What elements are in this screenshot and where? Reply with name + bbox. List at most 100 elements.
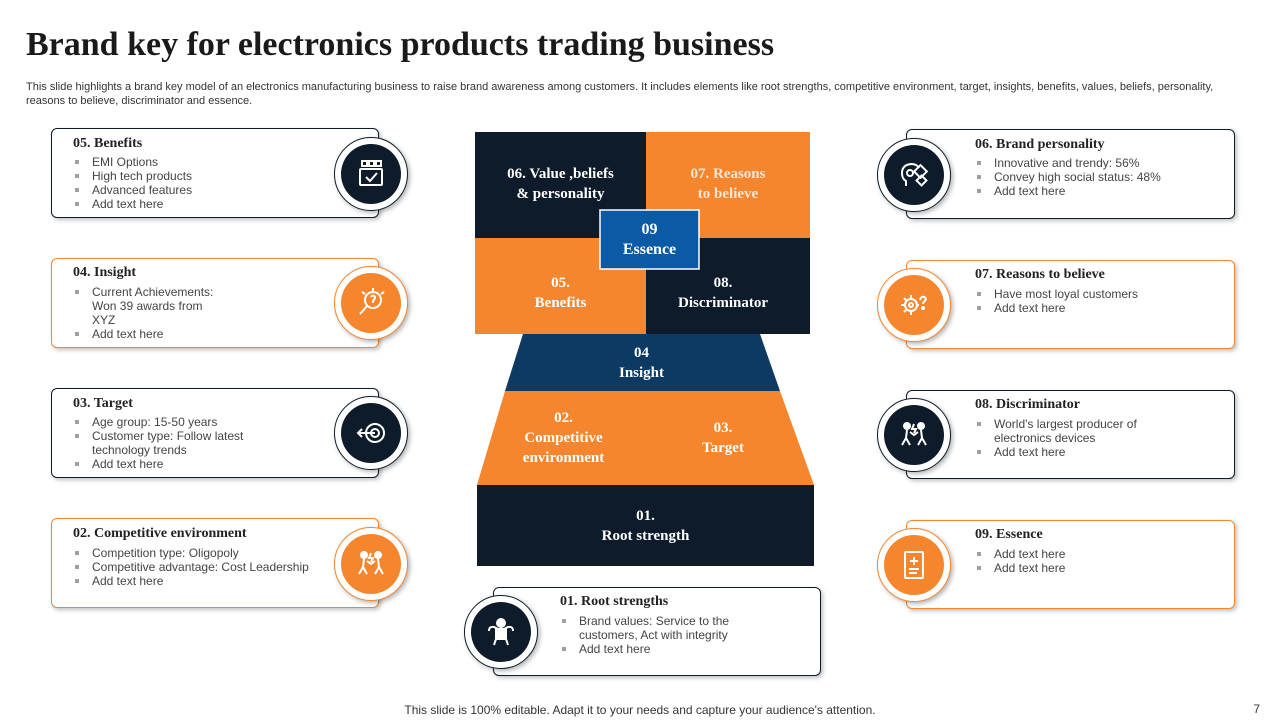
card-benefits: 05. Benefits EMI Options High tech produ… <box>51 128 379 218</box>
reasons-icon-badge <box>877 268 951 342</box>
target-icon-badge <box>334 396 408 470</box>
segment-label: 05. <box>551 275 570 291</box>
card-target: 03. Target Age group: 15-50 years Custom… <box>51 388 379 478</box>
segment-root-bg <box>477 485 814 566</box>
segment-label: 03. <box>713 420 733 436</box>
list-item: Add text here <box>73 457 258 471</box>
list-item: High tech products <box>73 169 293 183</box>
list-item: Brand values: Service to the customers, … <box>560 614 760 642</box>
list-item: Add text here <box>73 574 323 588</box>
card-title: 06. Brand personality <box>975 137 1105 152</box>
list-item: Add text here <box>73 197 293 211</box>
insight-icon-badge <box>334 266 408 340</box>
card-title: 09. Essence <box>975 527 1043 542</box>
segment-discriminator: 08. Discriminator <box>646 262 800 334</box>
segment-essence-bg <box>599 209 700 270</box>
medical-document-icon <box>904 551 924 579</box>
list-item: Innovative and trendy: 56% <box>975 156 1215 170</box>
card-list: EMI Options High tech products Advanced … <box>73 155 293 211</box>
segment-reasons: 07. Reasons to believe <box>646 132 810 238</box>
segment-label: 04 <box>634 344 649 361</box>
segment-insight-bg <box>505 334 780 391</box>
segment-label: 09 <box>641 220 658 238</box>
list-item: Add text here <box>975 445 1155 459</box>
personality-icon-badge <box>877 138 951 212</box>
list-item: World's largest producer of electronics … <box>975 417 1155 445</box>
competitors-icon <box>901 422 927 446</box>
discriminator-icon-badge <box>877 398 951 472</box>
card-title: 07. Reasons to believe <box>975 267 1105 282</box>
card-list: Current Achievements: Won 39 awards from… <box>73 285 223 341</box>
card-list: Innovative and trendy: 56% Convey high s… <box>975 156 1215 198</box>
card-root-strengths: 01. Root strengths Brand values: Service… <box>493 587 821 676</box>
segment-label: Benefits <box>534 295 587 311</box>
segment-label: Root strength <box>601 527 690 544</box>
segment-label: 08. <box>713 275 733 291</box>
card-insight: 04. Insight Current Achievements: Won 39… <box>51 258 379 348</box>
card-list: Add text here Add text here <box>975 547 1195 575</box>
card-title: 03. Target <box>73 396 133 411</box>
list-item: Have most loyal customers <box>975 287 1215 301</box>
card-brand-personality: 06. Brand personality Innovative and tre… <box>906 129 1235 219</box>
card-list: Have most loyal customers Add text here <box>975 287 1215 315</box>
segment-benefits: 05. Benefits <box>475 262 646 334</box>
segment-competitive-target-bg <box>477 391 814 485</box>
list-item: Add text here <box>975 547 1195 561</box>
gear-question-icon <box>901 295 927 315</box>
segment-label: Discriminator <box>678 295 768 311</box>
list-item: EMI Options <box>73 155 293 169</box>
segment-label: 02. <box>554 410 573 426</box>
segment-label: Insight <box>618 364 665 381</box>
essence-icon-badge <box>877 528 951 602</box>
segment-label: 01. <box>636 507 655 524</box>
benefits-icon-badge <box>334 137 408 211</box>
segment-label: Essence <box>622 240 677 258</box>
lightbulb-search-icon <box>359 288 385 315</box>
list-item: Competition type: Oligopoly <box>73 546 323 560</box>
list-item: Customer type: Follow latest technology … <box>73 429 258 457</box>
list-item: Add text here <box>975 561 1195 575</box>
competitive-icon-badge <box>334 527 408 601</box>
segment-root: 01. Root strength <box>477 485 814 566</box>
segment-label: environment <box>522 450 605 466</box>
competitors-icon <box>358 551 384 575</box>
list-item: Competitive advantage: Cost Leadership <box>73 560 323 574</box>
target-arrow-icon <box>356 423 385 443</box>
card-list: World's largest producer of electronics … <box>975 417 1155 459</box>
list-item: Add text here <box>560 642 760 656</box>
page-title: Brand key for electronics products tradi… <box>26 26 775 63</box>
card-list: Competition type: Oligopoly Competitive … <box>73 546 323 588</box>
list-item: Advanced features <box>73 183 293 197</box>
segment-competitive: 02. Competitive environment <box>496 404 631 472</box>
segment-essence: 09 Essence <box>600 210 699 269</box>
card-essence: 09. Essence Add text here Add text here <box>906 520 1235 609</box>
card-title: 01. Root strengths <box>560 594 669 609</box>
card-title: 04. Insight <box>73 265 137 280</box>
segment-label: Competitive <box>524 430 603 446</box>
list-item: Add text here <box>975 184 1215 198</box>
segment-insight: 04 Insight <box>523 334 760 391</box>
list-item: Age group: 15-50 years <box>73 415 258 429</box>
head-gears-icon <box>900 162 929 187</box>
segment-label: to believe <box>697 186 759 202</box>
page-number: 7 <box>1253 702 1260 716</box>
list-item: Current Achievements: Won 39 awards from… <box>73 285 223 327</box>
root-icon-badge <box>464 595 538 669</box>
card-title: 08. Discriminator <box>975 397 1080 412</box>
card-reasons-to-believe: 07. Reasons to believe Have most loyal c… <box>906 260 1235 349</box>
footer-note: This slide is 100% editable. Adapt it to… <box>404 703 876 717</box>
page-subtitle: This slide highlights a brand key model … <box>26 81 1214 107</box>
segment-value-beliefs: 06. Value ,beliefs & personality <box>475 132 646 238</box>
segment-label: 07. Reasons <box>690 166 766 182</box>
segment-target: 03. Target <box>672 410 774 466</box>
list-item: Convey high social status: 48% <box>975 170 1215 184</box>
segment-label: 06. Value ,beliefs <box>507 166 614 182</box>
checklist-icon <box>359 160 383 186</box>
segment-label: Target <box>702 440 744 456</box>
list-item: Add text here <box>73 327 223 341</box>
card-title: 05. Benefits <box>73 136 143 151</box>
card-list: Age group: 15-50 years Customer type: Fo… <box>73 415 258 471</box>
card-discriminator: 08. Discriminator World's largest produc… <box>906 390 1235 479</box>
list-item: Add text here <box>975 301 1215 315</box>
